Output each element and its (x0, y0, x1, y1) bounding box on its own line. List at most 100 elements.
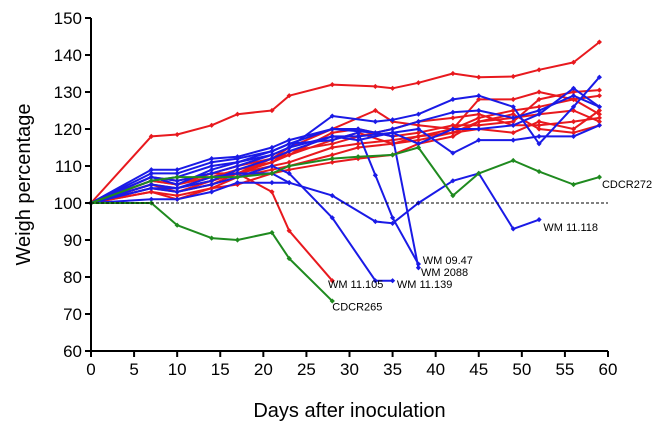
data-point (234, 237, 241, 243)
data-point (596, 122, 602, 128)
data-point (209, 170, 215, 176)
series-1 (88, 39, 602, 206)
series-18 (88, 180, 292, 206)
data-point (234, 159, 241, 165)
x-tick-label: 60 (599, 360, 618, 379)
series-annotation: WM 09.47 (423, 255, 473, 267)
data-point (329, 156, 335, 162)
data-point (596, 115, 602, 121)
data-point (269, 189, 275, 195)
data-point (329, 193, 335, 199)
data-point (372, 278, 378, 284)
data-point (286, 148, 292, 154)
series-line (90, 172, 334, 282)
data-point (450, 115, 456, 121)
data-point (372, 119, 378, 125)
y-tick-label: 110 (55, 157, 82, 176)
data-point (450, 122, 456, 128)
data-point (148, 178, 154, 184)
data-point (286, 228, 292, 234)
y-tick-label: 90 (63, 231, 82, 250)
data-point (476, 119, 482, 125)
data-point (596, 111, 602, 117)
data-point (415, 141, 422, 147)
data-point (510, 157, 516, 164)
y-tick-label: 80 (63, 268, 82, 287)
data-point (510, 73, 516, 80)
series-line (90, 165, 393, 282)
data-point (596, 174, 602, 180)
data-point (476, 122, 482, 128)
data-point (415, 265, 422, 271)
data-point (209, 235, 215, 241)
data-point (174, 174, 180, 180)
data-point (209, 122, 215, 128)
data-point (536, 89, 542, 95)
data-point (286, 180, 292, 186)
data-point (372, 172, 378, 178)
data-point (510, 107, 516, 114)
data-point (269, 156, 275, 162)
data-point (269, 167, 275, 173)
data-point (415, 119, 422, 125)
data-point (286, 141, 292, 147)
data-point (174, 189, 180, 195)
plot-lines (88, 39, 602, 304)
data-point (329, 144, 335, 151)
data-point (148, 196, 154, 202)
data-point (596, 93, 602, 99)
data-point (209, 189, 215, 195)
data-point (476, 111, 482, 117)
data-point (269, 230, 275, 236)
series-annotation: WM 11.139 (397, 279, 452, 291)
data-point (148, 167, 154, 173)
data-point (510, 122, 516, 128)
data-point (450, 109, 456, 115)
x-tick-label: 25 (297, 360, 316, 379)
data-point (510, 104, 516, 110)
data-point (286, 167, 292, 173)
data-point (536, 107, 542, 114)
series-19 (88, 144, 602, 206)
series-annotation: WM 2088 (421, 267, 468, 279)
series-annotation: WM 11.118 (543, 222, 598, 234)
data-point (570, 181, 577, 188)
data-point (355, 144, 361, 151)
data-point (148, 174, 154, 180)
data-point (389, 117, 396, 123)
axes: 60 70 80 90 100 110 120 130 140 150 0 5 10 15 20 25 30 35… (54, 9, 618, 379)
data-point (536, 111, 542, 117)
data-point (476, 170, 482, 176)
data-point (389, 130, 396, 136)
data-point (209, 167, 215, 173)
data-point (389, 220, 396, 226)
data-point (510, 111, 516, 117)
series-20 (88, 200, 335, 304)
data-point (174, 181, 180, 188)
data-point (415, 133, 422, 139)
data-point (286, 152, 292, 158)
data-point (596, 107, 602, 114)
data-point (536, 96, 542, 102)
data-point (570, 89, 577, 95)
data-point (209, 163, 215, 169)
data-point (269, 107, 275, 114)
data-point (329, 126, 335, 132)
data-point (596, 87, 602, 93)
data-point (450, 150, 456, 156)
data-point (329, 152, 335, 158)
x-tick-label: 5 (129, 360, 138, 379)
data-point (174, 178, 180, 184)
data-point (329, 298, 335, 304)
data-point (510, 130, 516, 136)
data-point (286, 137, 292, 143)
series-line (91, 202, 334, 302)
data-point (174, 131, 180, 138)
data-point (148, 185, 154, 191)
series-15 (88, 126, 422, 271)
data-point (536, 133, 542, 139)
data-point (355, 141, 361, 147)
data-point (234, 163, 241, 169)
data-point (596, 104, 602, 110)
